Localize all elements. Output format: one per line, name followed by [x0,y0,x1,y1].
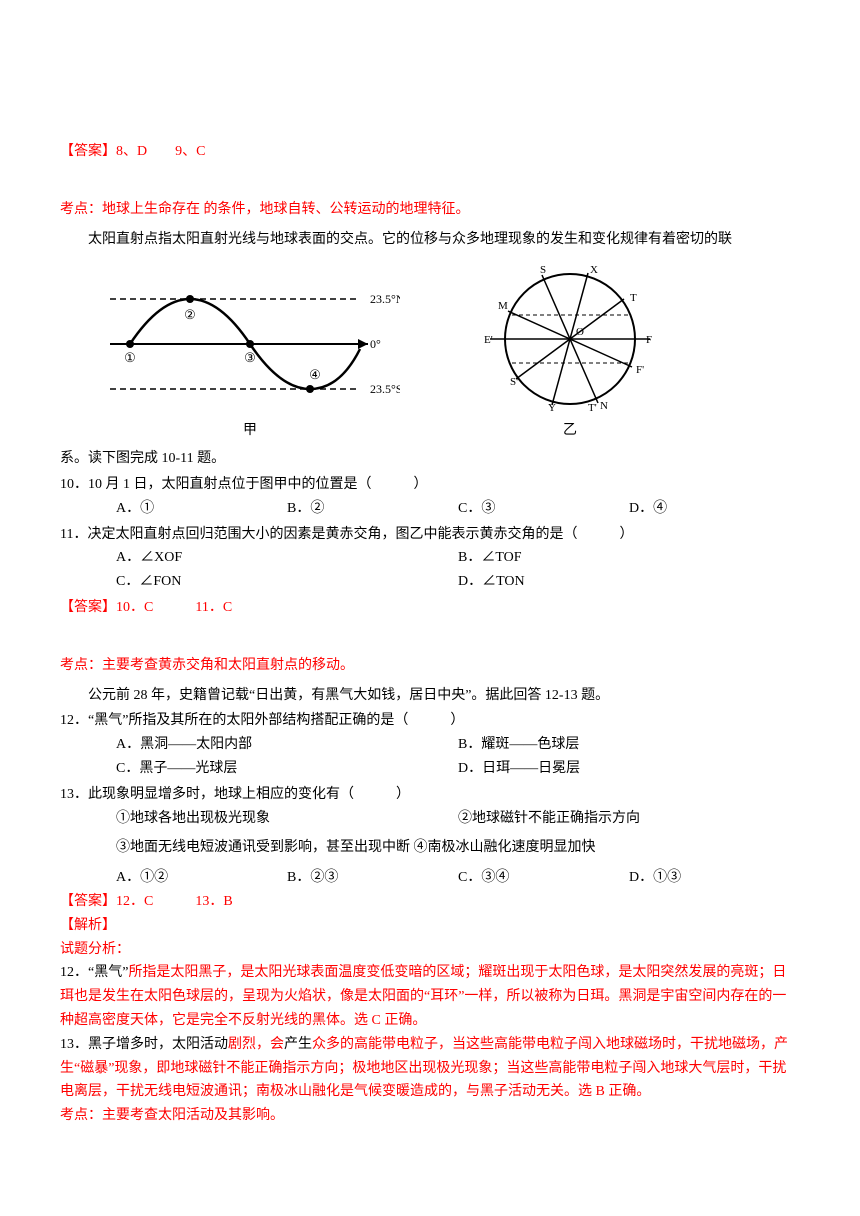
svg-text:X: X [590,264,598,276]
exp12: 12．“黑气”所指是太阳黑子，是太阳光球表面温度变低变暗的区域；耀斑出现于太阳色… [60,961,800,1032]
answer-8-9: 【答案】8、D 9、C [60,140,800,164]
q12: 12．“黑气”所指及其所在的太阳外部结构搭配正确的是（ ） [60,709,800,733]
q10: 10．10 月 1 日，太阳直射点位于图甲中的位置是（ ） [60,473,800,497]
q13-a: A．①② [116,866,287,890]
q12-a: A．黑洞——太阳内部 [116,733,458,757]
figure-row: ① ② ③ ④ 23.5°N 0° 23.5°S 甲 [100,259,800,443]
q13-b: B．②③ [287,866,458,890]
q11-a: A．∠XOF [116,546,458,570]
figure-yi: S X M E' O F T F' N S' Y T' 乙 [480,259,660,443]
exp13-b2: 产生 [284,1037,312,1052]
kaodian-3: 考点：主要考查太阳活动及其影响。 [60,1104,800,1128]
post-figure-text: 系。读下图完成 10-11 题。 [60,447,800,471]
exp13: 13．黑子增多时，太阳活动剧烈，会产生众多的高能带电粒子，当这些高能带电粒子闯入… [60,1033,800,1104]
figure-jia-caption: 甲 [100,419,400,443]
svg-text:23.5°S: 23.5°S [370,382,400,396]
q13-c: C．③④ [458,866,629,890]
fenxi-label: 试题分析： [60,938,800,962]
kaodian-1: 考点：地球上生命存在 的条件，地球自转、公转运动的地理特征。 [60,198,800,222]
svg-text:M: M [498,300,508,312]
q12-d: D．日珥——日冕层 [458,757,800,781]
svg-text:T: T [630,292,637,304]
q13-options: A．①② B．②③ C．③④ D．①③ [60,866,800,890]
q12-b: B．耀斑——色球层 [458,733,800,757]
svg-text:④: ④ [309,367,321,382]
q11-c: C．∠FON [116,570,458,594]
q11-row1: A．∠XOF B．∠TOF [60,546,800,570]
svg-text:O: O [576,326,584,338]
svg-text:S: S [540,264,546,276]
q12-row2: C．黑子——光球层 D．日珥——日冕层 [60,757,800,781]
figure-yi-caption: 乙 [480,419,660,443]
q10-options: A．① B．② C．③ D．④ [60,497,800,521]
q12-c: C．黑子——光球层 [116,757,458,781]
q13-d: D．①③ [629,866,800,890]
q12-row1: A．黑洞——太阳内部 B．耀斑——色球层 [60,733,800,757]
q13-o2: ②地球磁针不能正确指示方向 [458,807,800,831]
svg-text:E': E' [484,334,493,346]
q10-a: A．① [116,497,287,521]
answer-10-11: 【答案】10．C 11．C [60,596,800,620]
svg-text:②: ② [184,307,196,322]
q10-c: C．③ [458,497,629,521]
intro-1: 太阳直射点指太阳直射光线与地球表面的交点。它的位移与众多地理现象的发生和变化规律… [60,228,800,252]
q13: 13．此现象明显增多时，地球上相应的变化有（ ） [60,783,800,807]
svg-text:③: ③ [244,350,256,365]
svg-text:0°: 0° [370,337,381,351]
answer-12-13: 【答案】12．C 13．B [60,890,800,914]
svg-text:Y: Y [548,402,556,414]
q13-o1: ①地球各地出现极光现象 [116,807,458,831]
q13-stmt1: ①地球各地出现极光现象 ②地球磁针不能正确指示方向 [60,807,800,831]
svg-text:F': F' [636,364,644,376]
q11: 11．决定太阳直射点回归范围大小的因素是黄赤交角，图乙中能表示黄赤交角的是（ ） [60,523,800,547]
q11-row2: C．∠FON D．∠TON [60,570,800,594]
q10-d: D．④ [629,497,800,521]
svg-text:F: F [646,334,652,346]
svg-text:23.5°N: 23.5°N [370,292,400,306]
svg-text:S': S' [510,376,518,388]
exp12-red: 所指是太阳黑子，是太阳光球表面温度变低变暗的区域；耀斑出现于太阳色球，是太阳突然… [60,965,786,1028]
q11-b: B．∠TOF [458,546,800,570]
figure-jia: ① ② ③ ④ 23.5°N 0° 23.5°S 甲 [100,269,400,443]
exp12-black: 12．“黑气” [60,965,128,980]
exp13-r1: 剧烈，会 [228,1037,284,1052]
kaodian-2: 考点：主要考查黄赤交角和太阳直射点的移动。 [60,654,800,678]
q13-o3: ③地面无线电短波通讯受到影响，甚至出现中断 ④南极冰山融化速度明显加快 [60,836,800,860]
q11-d: D．∠TON [458,570,800,594]
svg-text:T': T' [588,402,597,414]
exp13-b1: 13．黑子增多时，太阳活动 [60,1037,228,1052]
jiexi-label: 【解析】 [60,914,800,938]
q10-b: B．② [287,497,458,521]
svg-text:①: ① [124,350,136,365]
svg-text:N: N [600,400,608,412]
intro-2: 公元前 28 年，史籍曾记载“日出黄，有黑气大如钱，居日中央”。据此回答 12-… [60,684,800,708]
